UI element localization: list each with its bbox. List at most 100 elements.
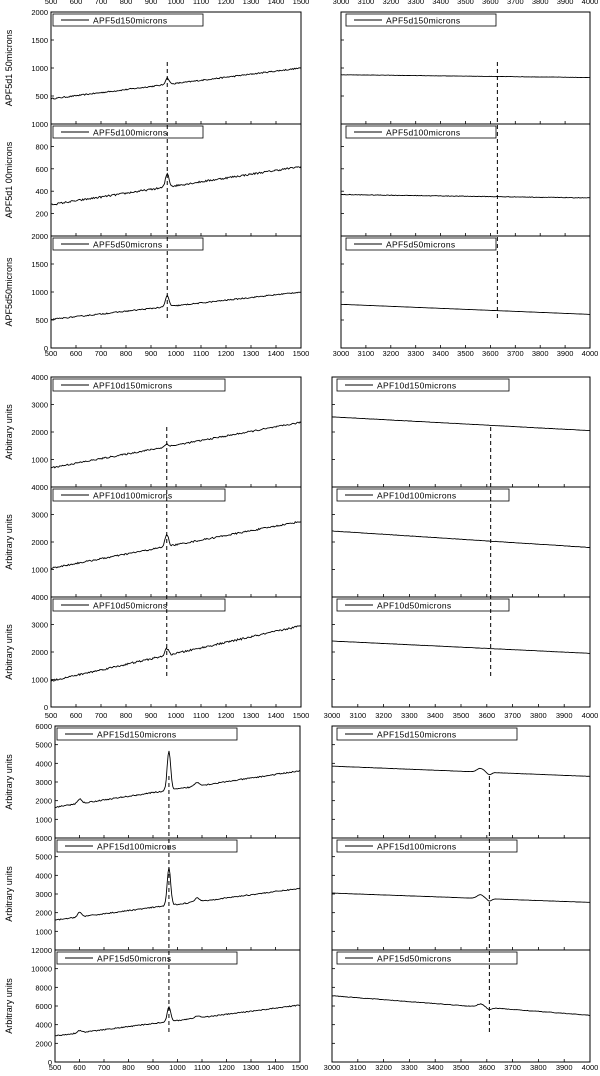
series-line — [54, 867, 301, 921]
y-tick-label: 1500 — [31, 260, 48, 269]
x-tick-label: 1200 — [218, 711, 235, 720]
top-x-tick-label: 3500 — [457, 0, 474, 6]
top-x-tick-label: 1300 — [243, 0, 260, 6]
series-line — [332, 892, 591, 903]
top-x-tick-label: 1400 — [268, 0, 285, 6]
top-x-tick-label: 800 — [120, 0, 133, 6]
x-tick-label: 1400 — [268, 711, 285, 720]
y-tick-label: 0 — [44, 703, 48, 712]
y-axis-title: Arbitrary units — [4, 514, 14, 570]
x-tick-label: 3200 — [375, 711, 392, 720]
x-tick-label: 700 — [98, 1063, 111, 1072]
x-tick-label: 3500 — [453, 711, 470, 720]
x-tick-label: 3900 — [557, 349, 574, 358]
panel-frame — [50, 235, 302, 349]
y-axis-title: Arbitrary units — [4, 978, 14, 1034]
legend-box — [56, 839, 238, 853]
panel-frame — [50, 11, 302, 125]
legend-label: APF15d150microns — [377, 730, 456, 740]
y-tick-label: 5000 — [35, 741, 52, 750]
legend-label: APF15d100microns — [377, 842, 456, 852]
x-tick-label: 1500 — [292, 1063, 309, 1072]
series-line — [54, 1004, 300, 1037]
y-tick-label: 2000 — [31, 232, 48, 241]
legend-box — [56, 727, 238, 741]
top-x-tick-label: 3900 — [557, 0, 574, 6]
panel-frame — [331, 486, 591, 598]
y-tick-label: 3000 — [31, 511, 48, 520]
panel-frame — [54, 949, 301, 1063]
y-tick-label: 2000 — [31, 8, 48, 17]
legend-label: APF10d150microns — [377, 381, 456, 391]
top-x-tick-label: 900 — [145, 0, 158, 6]
panel-left: 4000 3000 2000 1000 APF10d150microns — [31, 373, 302, 488]
x-tick-label: 3800 — [530, 711, 547, 720]
y-tick-label: 1000 — [31, 288, 48, 297]
x-tick-label: 3300 — [401, 1063, 418, 1072]
x-tick-label: 800 — [122, 1063, 135, 1072]
panel-frame — [340, 123, 591, 237]
series-line — [340, 74, 591, 79]
panel-left: 12000 10000 8000 6000 4000 2000 0 APF15d50micro… — [31, 946, 301, 1067]
x-tick-label: 3900 — [556, 711, 573, 720]
x-tick-label: 3500 — [457, 349, 474, 358]
y-tick-label: 400 — [35, 187, 48, 196]
y-tick-label: 6000 — [35, 834, 52, 843]
legend-box — [345, 237, 497, 251]
top-x-tick-label: 1200 — [218, 0, 235, 6]
legend-label: APF5d100microns — [386, 128, 460, 138]
legend-label: APF5d150microns — [93, 16, 167, 26]
panel-right: APF10d50microns — [331, 596, 591, 708]
panel-left: 4000 3000 2000 1000 APF10d100microns — [31, 483, 302, 598]
y-axis-title: Arbitrary units — [4, 754, 14, 810]
y-tick-label: 6000 — [35, 722, 52, 731]
legend-label: APF10d50microns — [377, 601, 451, 611]
panel-right: APF15d100microns — [331, 837, 591, 951]
legend-box — [336, 488, 510, 502]
x-tick-label: 1300 — [243, 349, 260, 358]
series-line — [331, 640, 591, 654]
top-x-tick-label: 3300 — [407, 0, 424, 6]
legend-label: APF5d50microns — [386, 240, 455, 250]
y-tick-label: 2000 — [31, 648, 48, 657]
x-tick-label: 1000 — [168, 349, 185, 358]
panel-frame — [54, 725, 301, 839]
x-tick-label: 900 — [147, 1063, 160, 1072]
legend-box — [52, 237, 204, 251]
panel-right: APF5d50microns — [340, 235, 591, 349]
legend-box — [336, 839, 518, 853]
y-axis-title: Arbitrary units — [4, 866, 14, 922]
x-tick-label: 1100 — [193, 711, 209, 720]
legend-box — [336, 378, 510, 392]
x-tick-label: 800 — [120, 711, 133, 720]
y-tick-label: 4000 — [31, 593, 48, 602]
panel-frame — [50, 123, 302, 237]
series-line — [50, 166, 302, 206]
panel-frame — [50, 596, 302, 708]
y-tick-label: 1000 — [35, 815, 52, 824]
x-tick-label: 4000 — [582, 349, 599, 358]
x-tick-label: 3600 — [478, 711, 495, 720]
x-tick-label: 3100 — [349, 711, 366, 720]
x-tick-label: 3300 — [407, 349, 424, 358]
legend-box — [336, 951, 518, 965]
y-tick-label: 600 — [35, 165, 48, 174]
y-tick-label: 2000 — [31, 428, 48, 437]
x-tick-label: 900 — [145, 349, 158, 358]
panel-frame — [331, 949, 591, 1063]
top-x-tick-label: 3700 — [507, 0, 524, 6]
panel-frame — [331, 837, 591, 951]
x-tick-label: 4000 — [582, 1063, 599, 1072]
x-tick-label: 600 — [70, 711, 83, 720]
x-tick-label: 3800 — [532, 349, 549, 358]
x-tick-label: 4000 — [582, 711, 599, 720]
y-tick-label: 4000 — [35, 759, 52, 768]
x-tick-label: 800 — [120, 349, 133, 358]
y-tick-label: 4000 — [35, 871, 52, 880]
panel-frame — [340, 11, 591, 125]
top-x-tick-label: 3200 — [382, 0, 399, 6]
series-line — [50, 421, 302, 469]
legend-box — [52, 598, 226, 612]
panel-right: APF15d150microns — [331, 725, 591, 839]
